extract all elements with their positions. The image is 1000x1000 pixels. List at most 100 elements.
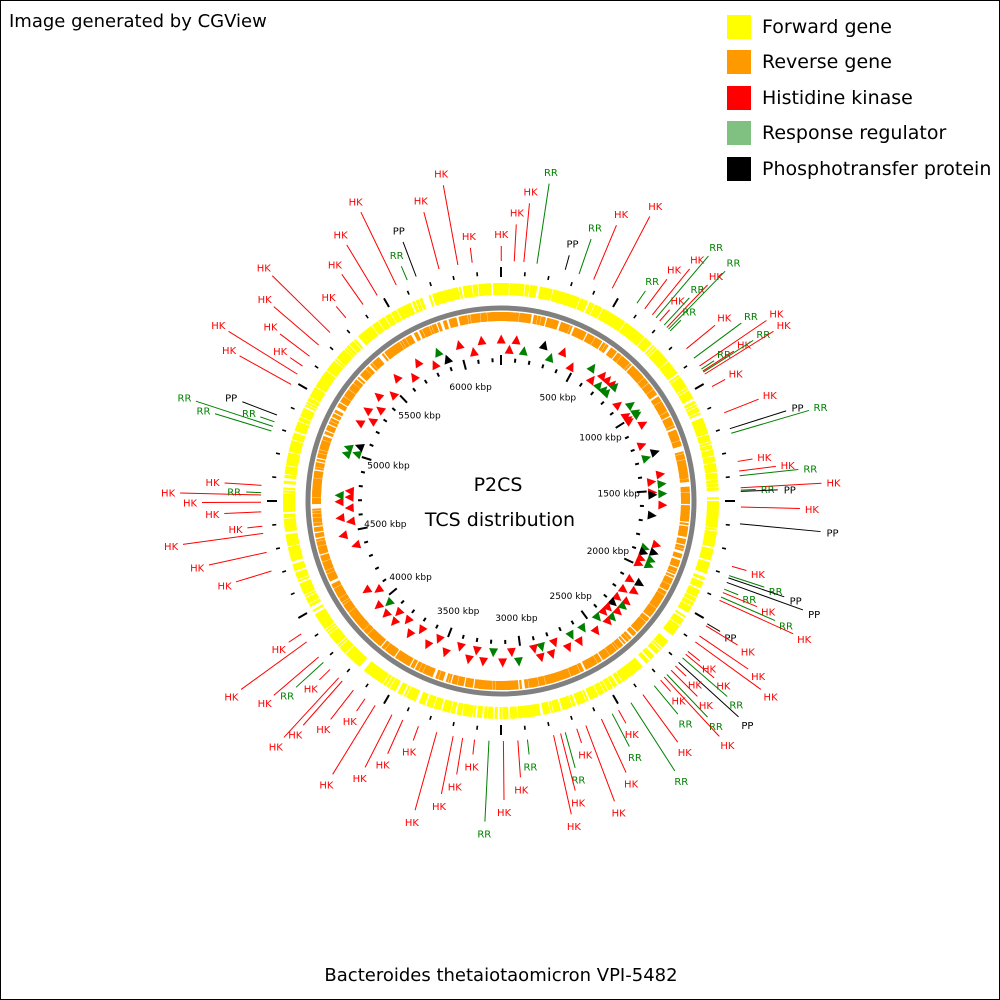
forward-gene	[286, 539, 300, 545]
reverse-gene	[341, 597, 351, 605]
forward-gene	[599, 680, 608, 693]
tcs-marker	[406, 628, 416, 639]
feature-label: HK	[648, 202, 663, 213]
reverse-gene	[674, 546, 684, 552]
feature-label: HK	[612, 809, 627, 820]
feature-callout-line	[273, 306, 319, 346]
reverse-gene	[313, 526, 324, 530]
tcs-marker	[374, 600, 385, 610]
feature-label: HK	[376, 761, 391, 772]
legend-swatch-forward-gene	[727, 14, 751, 39]
forward-gene	[520, 705, 525, 718]
forward-gene	[705, 476, 718, 481]
reverse-gene	[314, 531, 325, 536]
tcs-marker	[374, 583, 385, 593]
feature-label: RR	[709, 722, 723, 733]
forward-gene	[642, 649, 653, 660]
outer-tick	[429, 715, 432, 720]
forward-gene	[291, 556, 304, 562]
forward-gene	[292, 434, 305, 441]
feature-label: RR	[477, 830, 491, 841]
forward-gene	[288, 452, 301, 458]
forward-gene	[356, 655, 366, 666]
reverse-gene	[679, 479, 690, 483]
reverse-gene	[659, 584, 669, 591]
tcs-marker	[624, 401, 635, 411]
reverse-gene	[601, 344, 609, 354]
forward-gene	[455, 287, 461, 300]
feature-label: HK	[702, 664, 717, 675]
reverse-gene	[321, 439, 331, 445]
feature-label: RR	[178, 394, 192, 405]
ruler-major-tick	[399, 394, 408, 404]
forward-gene	[705, 472, 718, 477]
reverse-gene	[382, 641, 391, 650]
tcs-marker	[390, 616, 401, 626]
forward-gene	[698, 438, 711, 445]
forward-gene	[314, 387, 326, 396]
forward-gene	[403, 685, 411, 698]
forward-gene	[351, 340, 362, 352]
reverse-gene	[358, 619, 367, 628]
ruler-minor-tick	[600, 400, 605, 406]
forward-gene	[647, 644, 658, 655]
feature-callout-line	[669, 319, 682, 332]
ruler-minor-tick	[578, 382, 583, 388]
feature-label: RR	[280, 691, 294, 702]
reverse-gene	[437, 322, 443, 332]
forward-gene	[305, 401, 318, 410]
forward-gene	[512, 283, 516, 296]
forward-gene	[690, 579, 703, 587]
feature-label: HK	[667, 266, 682, 277]
tcs-marker	[651, 539, 662, 549]
feature-label: HK	[228, 525, 243, 536]
reverse-gene	[323, 563, 334, 570]
feature-callout-line	[423, 211, 440, 270]
reverse-gene	[322, 559, 332, 565]
reverse-gene	[458, 316, 463, 326]
ruler-minor-tick	[634, 462, 640, 466]
feature-label: HK	[826, 479, 841, 490]
tcs-marker	[657, 480, 667, 489]
reverse-gene	[316, 542, 327, 547]
feature-label: HK	[751, 672, 766, 683]
feature-label: HK	[720, 741, 735, 752]
reverse-gene	[316, 539, 326, 544]
forward-gene	[573, 693, 580, 706]
forward-gene	[687, 409, 700, 417]
feature-callout-line	[655, 255, 709, 319]
feature-callout-line	[600, 718, 627, 773]
outer-tick	[452, 275, 455, 281]
ruler-label: 2000 kbp	[587, 547, 630, 557]
forward-gene	[534, 703, 539, 717]
reverse-gene	[457, 676, 462, 686]
feature-label: HK	[321, 293, 336, 304]
forward-gene	[692, 573, 705, 581]
reverse-gene	[353, 613, 362, 621]
tcs-marker	[376, 406, 387, 416]
reverse-gene	[537, 676, 542, 687]
feature-label: HK	[273, 347, 288, 358]
forward-gene	[437, 291, 444, 304]
feature-label: PP	[741, 721, 753, 732]
reverse-gene	[320, 442, 330, 448]
forward-gene	[284, 474, 297, 479]
feature-callout-line	[214, 413, 272, 432]
forward-gene	[624, 326, 634, 338]
feature-callout-line	[678, 662, 739, 718]
reverse-gene	[404, 655, 411, 665]
forward-gene	[698, 558, 711, 565]
feature-label: RR	[523, 762, 537, 773]
tcs-marker	[633, 557, 644, 567]
reverse-gene	[626, 628, 635, 637]
ruler-minor-tick	[423, 379, 428, 384]
feature-callout-line	[663, 676, 720, 737]
outer-tick	[297, 612, 308, 619]
feature-label: HK	[211, 321, 226, 332]
forward-gene	[412, 300, 420, 313]
tcs-marker	[345, 516, 356, 526]
forward-gene	[704, 467, 717, 472]
feature-label: HK	[448, 782, 463, 793]
